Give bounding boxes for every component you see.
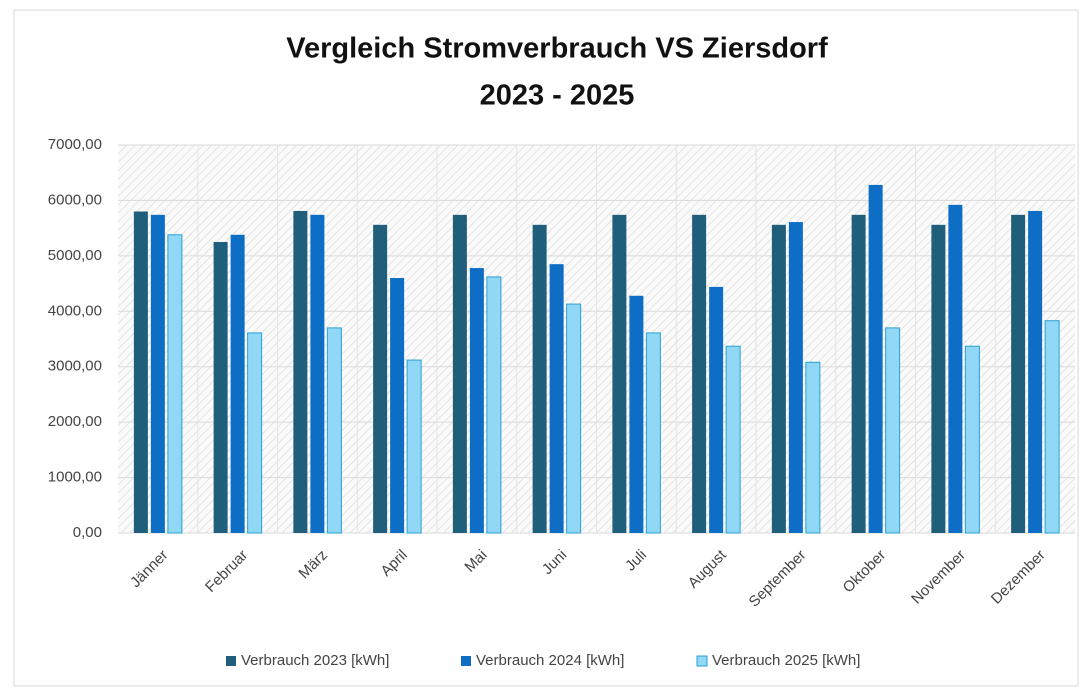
y-tick-label: 2000,00 (48, 413, 102, 430)
y-tick-label: 7000,00 (48, 136, 102, 153)
bar (692, 214, 707, 533)
bar (868, 184, 883, 533)
bar (566, 303, 582, 534)
bar (645, 332, 661, 534)
bar (247, 332, 263, 534)
y-tick-label: 4000,00 (48, 302, 102, 319)
chart-title: 2023 - 2025 (480, 80, 635, 112)
y-tick-label: 6000,00 (48, 191, 102, 208)
bar (964, 345, 980, 534)
bar (133, 211, 148, 533)
bar (612, 214, 627, 533)
bar (948, 204, 963, 533)
bar (532, 224, 547, 533)
bar (709, 286, 724, 533)
bar (167, 234, 183, 534)
bar (326, 327, 342, 534)
bar (805, 361, 821, 534)
y-tick-label: 3000,00 (48, 358, 102, 375)
bar (390, 278, 405, 533)
y-tick-label: 1000,00 (48, 469, 102, 486)
bar (725, 345, 741, 534)
bar (486, 276, 502, 534)
bar (213, 242, 228, 533)
legend-swatch (226, 656, 236, 666)
y-tick-label: 5000,00 (48, 247, 102, 264)
y-tick-label: 0,00 (73, 524, 102, 541)
bar (469, 268, 484, 533)
bar (931, 224, 946, 533)
bar (310, 214, 325, 533)
bar (1028, 210, 1043, 533)
legend-swatch (461, 656, 471, 666)
bar (150, 214, 165, 533)
bar (851, 214, 866, 533)
bar (629, 295, 644, 533)
bar (549, 264, 564, 533)
legend-label: Verbrauch 2024 [kWh] (476, 652, 624, 669)
bar (1011, 214, 1026, 533)
bar (771, 224, 786, 533)
bar (406, 359, 422, 534)
bar (885, 327, 901, 534)
bar (293, 210, 308, 533)
bar (452, 214, 467, 533)
bar (1044, 320, 1060, 534)
chart-title: Vergleich Stromverbrauch VS Ziersdorf (286, 33, 828, 65)
legend-swatch (696, 655, 708, 667)
bar (373, 224, 388, 533)
bar (788, 222, 803, 533)
legend-label: Verbrauch 2025 [kWh] (712, 652, 860, 669)
legend-label: Verbrauch 2023 [kWh] (241, 652, 389, 669)
bar (230, 234, 245, 533)
